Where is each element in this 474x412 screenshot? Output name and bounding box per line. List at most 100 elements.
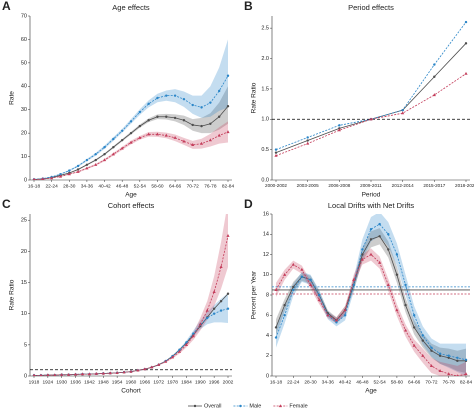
- point: [309, 278, 312, 282]
- point: [209, 122, 212, 125]
- point: [360, 257, 364, 261]
- panel-label: C: [2, 197, 11, 211]
- point: [274, 336, 278, 339]
- y-axis-title: Rate Ratio: [9, 279, 16, 310]
- point: [447, 356, 450, 359]
- point: [164, 133, 168, 137]
- point: [283, 272, 287, 276]
- y-tick-label: 2.0: [261, 56, 269, 62]
- point: [41, 177, 45, 180]
- point: [60, 372, 64, 376]
- y-tick-label: 70: [21, 13, 27, 19]
- point: [205, 308, 209, 312]
- point: [369, 227, 373, 231]
- point: [456, 374, 459, 376]
- axis: [271, 16, 470, 181]
- point: [308, 283, 313, 286]
- point: [421, 353, 425, 357]
- y-tick-label: 0: [24, 373, 27, 379]
- point: [120, 129, 124, 132]
- point: [226, 130, 230, 134]
- point: [58, 174, 63, 178]
- point: [334, 318, 339, 322]
- point: [456, 359, 459, 363]
- point: [456, 356, 459, 359]
- x-tick-label: 1966: [140, 379, 151, 385]
- panel-label: D: [244, 197, 253, 211]
- point: [120, 138, 124, 142]
- point: [165, 115, 168, 118]
- point: [447, 354, 450, 357]
- point: [430, 349, 433, 352]
- point: [150, 365, 154, 369]
- y-tick-label: 20: [21, 131, 27, 137]
- point: [352, 278, 356, 281]
- point: [217, 89, 221, 93]
- point: [306, 139, 309, 142]
- y-tick-label: 6: [266, 313, 269, 319]
- x-tick-label: 82-84: [460, 379, 473, 385]
- axis: [29, 16, 232, 181]
- point: [404, 283, 407, 287]
- point: [156, 96, 159, 100]
- y-tick-label: 10: [263, 272, 269, 278]
- point: [433, 63, 436, 66]
- y-tick-label: 4: [266, 333, 269, 339]
- point: [378, 260, 382, 264]
- point: [170, 355, 175, 359]
- point: [335, 321, 338, 324]
- point: [173, 116, 177, 120]
- x-axis-title: Age: [125, 192, 137, 199]
- point: [421, 334, 425, 337]
- point: [185, 341, 188, 344]
- point: [177, 349, 182, 353]
- point: [395, 253, 399, 256]
- point: [338, 124, 341, 127]
- point: [395, 273, 399, 276]
- point: [369, 238, 373, 241]
- point: [217, 115, 221, 118]
- series-line: [275, 73, 467, 157]
- legend-label: Male: [249, 403, 261, 409]
- point: [76, 164, 80, 168]
- confidence-band: [276, 248, 466, 376]
- point: [94, 372, 98, 375]
- point: [108, 371, 112, 375]
- point: [412, 314, 416, 317]
- point: [337, 128, 341, 132]
- point: [85, 166, 89, 170]
- point: [182, 97, 186, 101]
- x-tick-label: 40-42: [98, 183, 111, 189]
- plot-area: [30, 214, 232, 376]
- x-tick-label: 2009-2011: [360, 183, 382, 188]
- x-tick-label: 70-72: [425, 379, 438, 385]
- point: [412, 326, 416, 329]
- point: [326, 313, 330, 317]
- point: [164, 359, 168, 363]
- point: [338, 127, 341, 130]
- x-tick-label: 1990: [195, 379, 206, 385]
- x-tick-label: 52-54: [373, 379, 386, 385]
- point: [438, 352, 442, 355]
- point: [226, 105, 230, 108]
- point: [46, 373, 50, 376]
- legend-label: Overall: [204, 403, 221, 409]
- x-tick-label: 1930: [56, 379, 67, 385]
- y-tick-label: 0: [266, 373, 269, 379]
- point: [85, 163, 89, 166]
- point: [438, 354, 442, 357]
- point: [292, 288, 295, 292]
- point: [178, 348, 181, 352]
- point: [32, 373, 36, 376]
- point: [361, 253, 364, 256]
- x-tick-label: 1918: [29, 379, 40, 385]
- panel-title: Period effects: [348, 3, 394, 12]
- point: [274, 148, 278, 151]
- panel-label: B: [244, 0, 253, 13]
- point: [76, 168, 80, 171]
- series-line: [34, 235, 229, 376]
- point: [208, 138, 212, 142]
- x-tick-label: 64-66: [408, 379, 421, 385]
- legend-marker: [239, 404, 242, 408]
- point: [173, 94, 177, 97]
